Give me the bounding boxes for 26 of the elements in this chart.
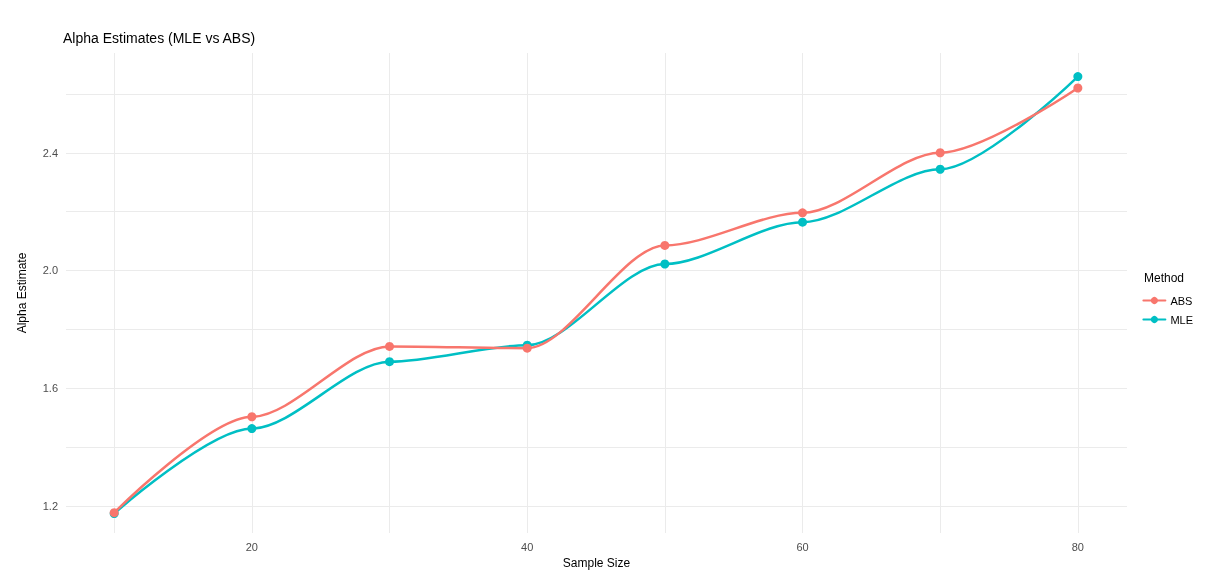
point xyxy=(935,148,945,158)
point xyxy=(385,341,395,351)
x-tick-label: 80 xyxy=(1071,540,1084,553)
point xyxy=(798,217,808,227)
y-tick-label: 1.2 xyxy=(42,499,58,512)
y-tick-label: 2.4 xyxy=(42,146,58,159)
point xyxy=(1073,83,1083,93)
point xyxy=(660,259,670,269)
point xyxy=(247,424,257,434)
x-tick-label: 60 xyxy=(796,540,809,553)
point xyxy=(1073,72,1083,82)
point xyxy=(660,240,670,250)
point xyxy=(247,412,257,422)
y-axis-title: Alpha Estimate xyxy=(15,252,29,334)
x-tick-label: 20 xyxy=(245,540,258,553)
legend-title: Method xyxy=(1143,271,1185,285)
x-axis-title: Sample Size xyxy=(562,555,631,570)
legend-label: MLE xyxy=(1170,313,1194,326)
point xyxy=(798,208,808,218)
point xyxy=(385,357,395,367)
y-tick-label: 1.6 xyxy=(42,382,58,395)
point xyxy=(935,164,945,174)
legend-label: ABS xyxy=(1170,294,1193,307)
x-tick-label: 40 xyxy=(521,540,534,553)
y-tick-label: 2.0 xyxy=(42,264,58,277)
chart-title: Alpha Estimates (MLE vs ABS) xyxy=(63,30,256,46)
